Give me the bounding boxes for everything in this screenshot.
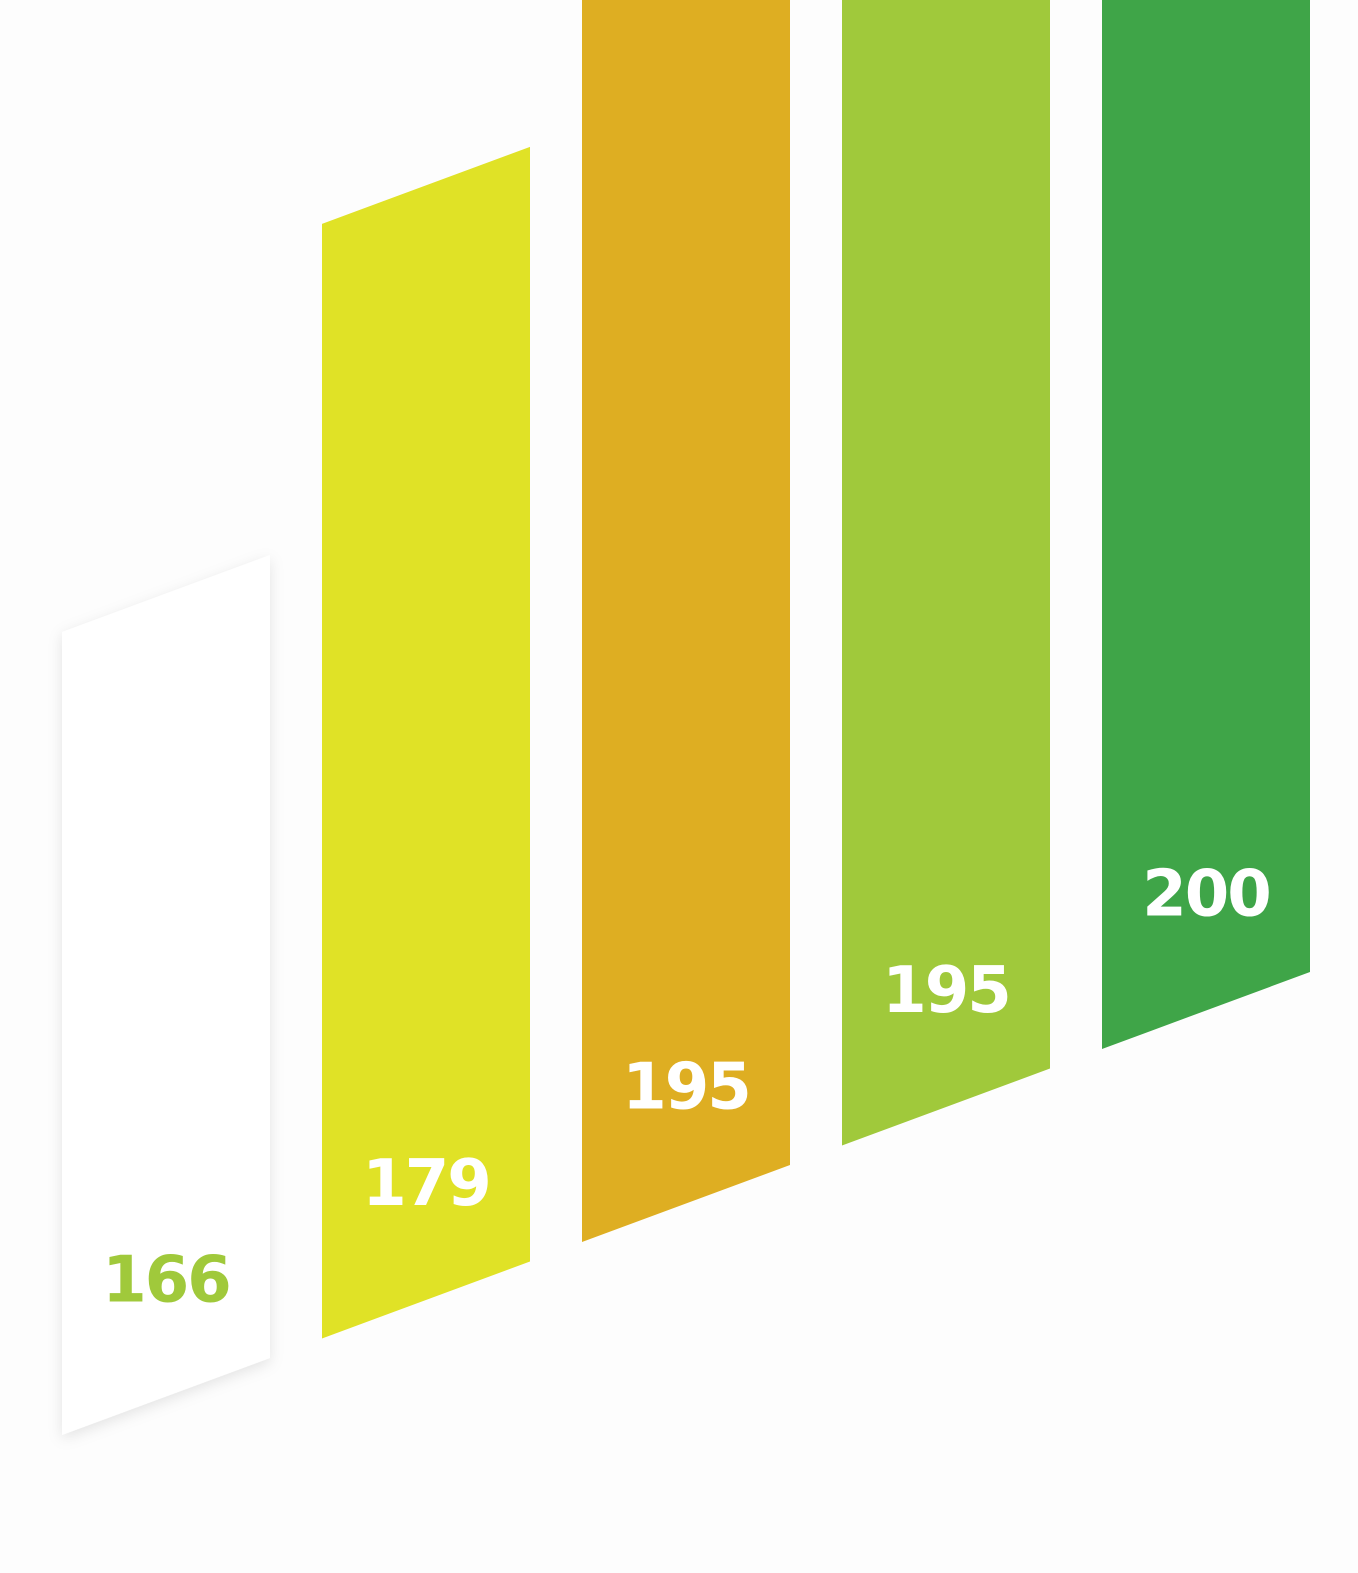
bar-2 [322,146,530,1339]
data-labels-group: 166 179 195 195 200 [102,858,1272,1318]
bar-1 [62,554,270,1435]
bar-value-label-5: 200 [1142,858,1270,932]
bar-5 [1102,0,1310,1049]
bar-3 [582,0,790,1242]
bars-group [62,0,1310,1435]
bar-value-label-3: 195 [622,1051,750,1125]
bar-value-label-1: 166 [102,1244,230,1318]
bar-value-label-2: 179 [362,1147,490,1221]
bar-value-label-4: 195 [882,954,1010,1028]
bar-4 [842,0,1050,1146]
